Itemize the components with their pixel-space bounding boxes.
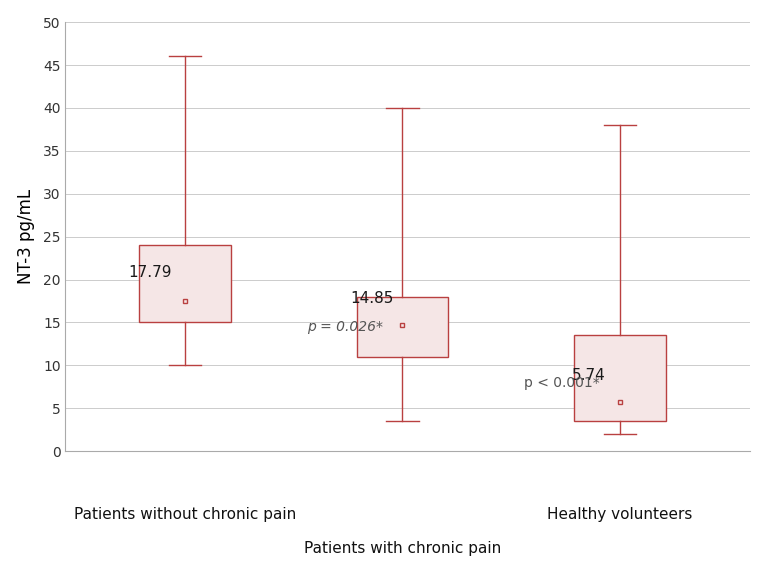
Text: 14.85: 14.85	[351, 291, 393, 306]
Text: 17.79: 17.79	[129, 264, 172, 279]
Text: p = 0.026*: p = 0.026*	[307, 320, 383, 334]
Text: 5.74: 5.74	[572, 369, 606, 384]
Text: Patients without chronic pain: Patients without chronic pain	[74, 507, 296, 522]
Y-axis label: NT-3 pg/mL: NT-3 pg/mL	[17, 189, 35, 284]
Text: p < 0.001*: p < 0.001*	[524, 376, 600, 389]
Bar	[357, 297, 448, 357]
Bar	[140, 245, 231, 323]
Bar	[574, 335, 666, 421]
Text: Patients with chronic pain: Patients with chronic pain	[304, 541, 501, 556]
Text: Healthy volunteers: Healthy volunteers	[547, 507, 693, 522]
